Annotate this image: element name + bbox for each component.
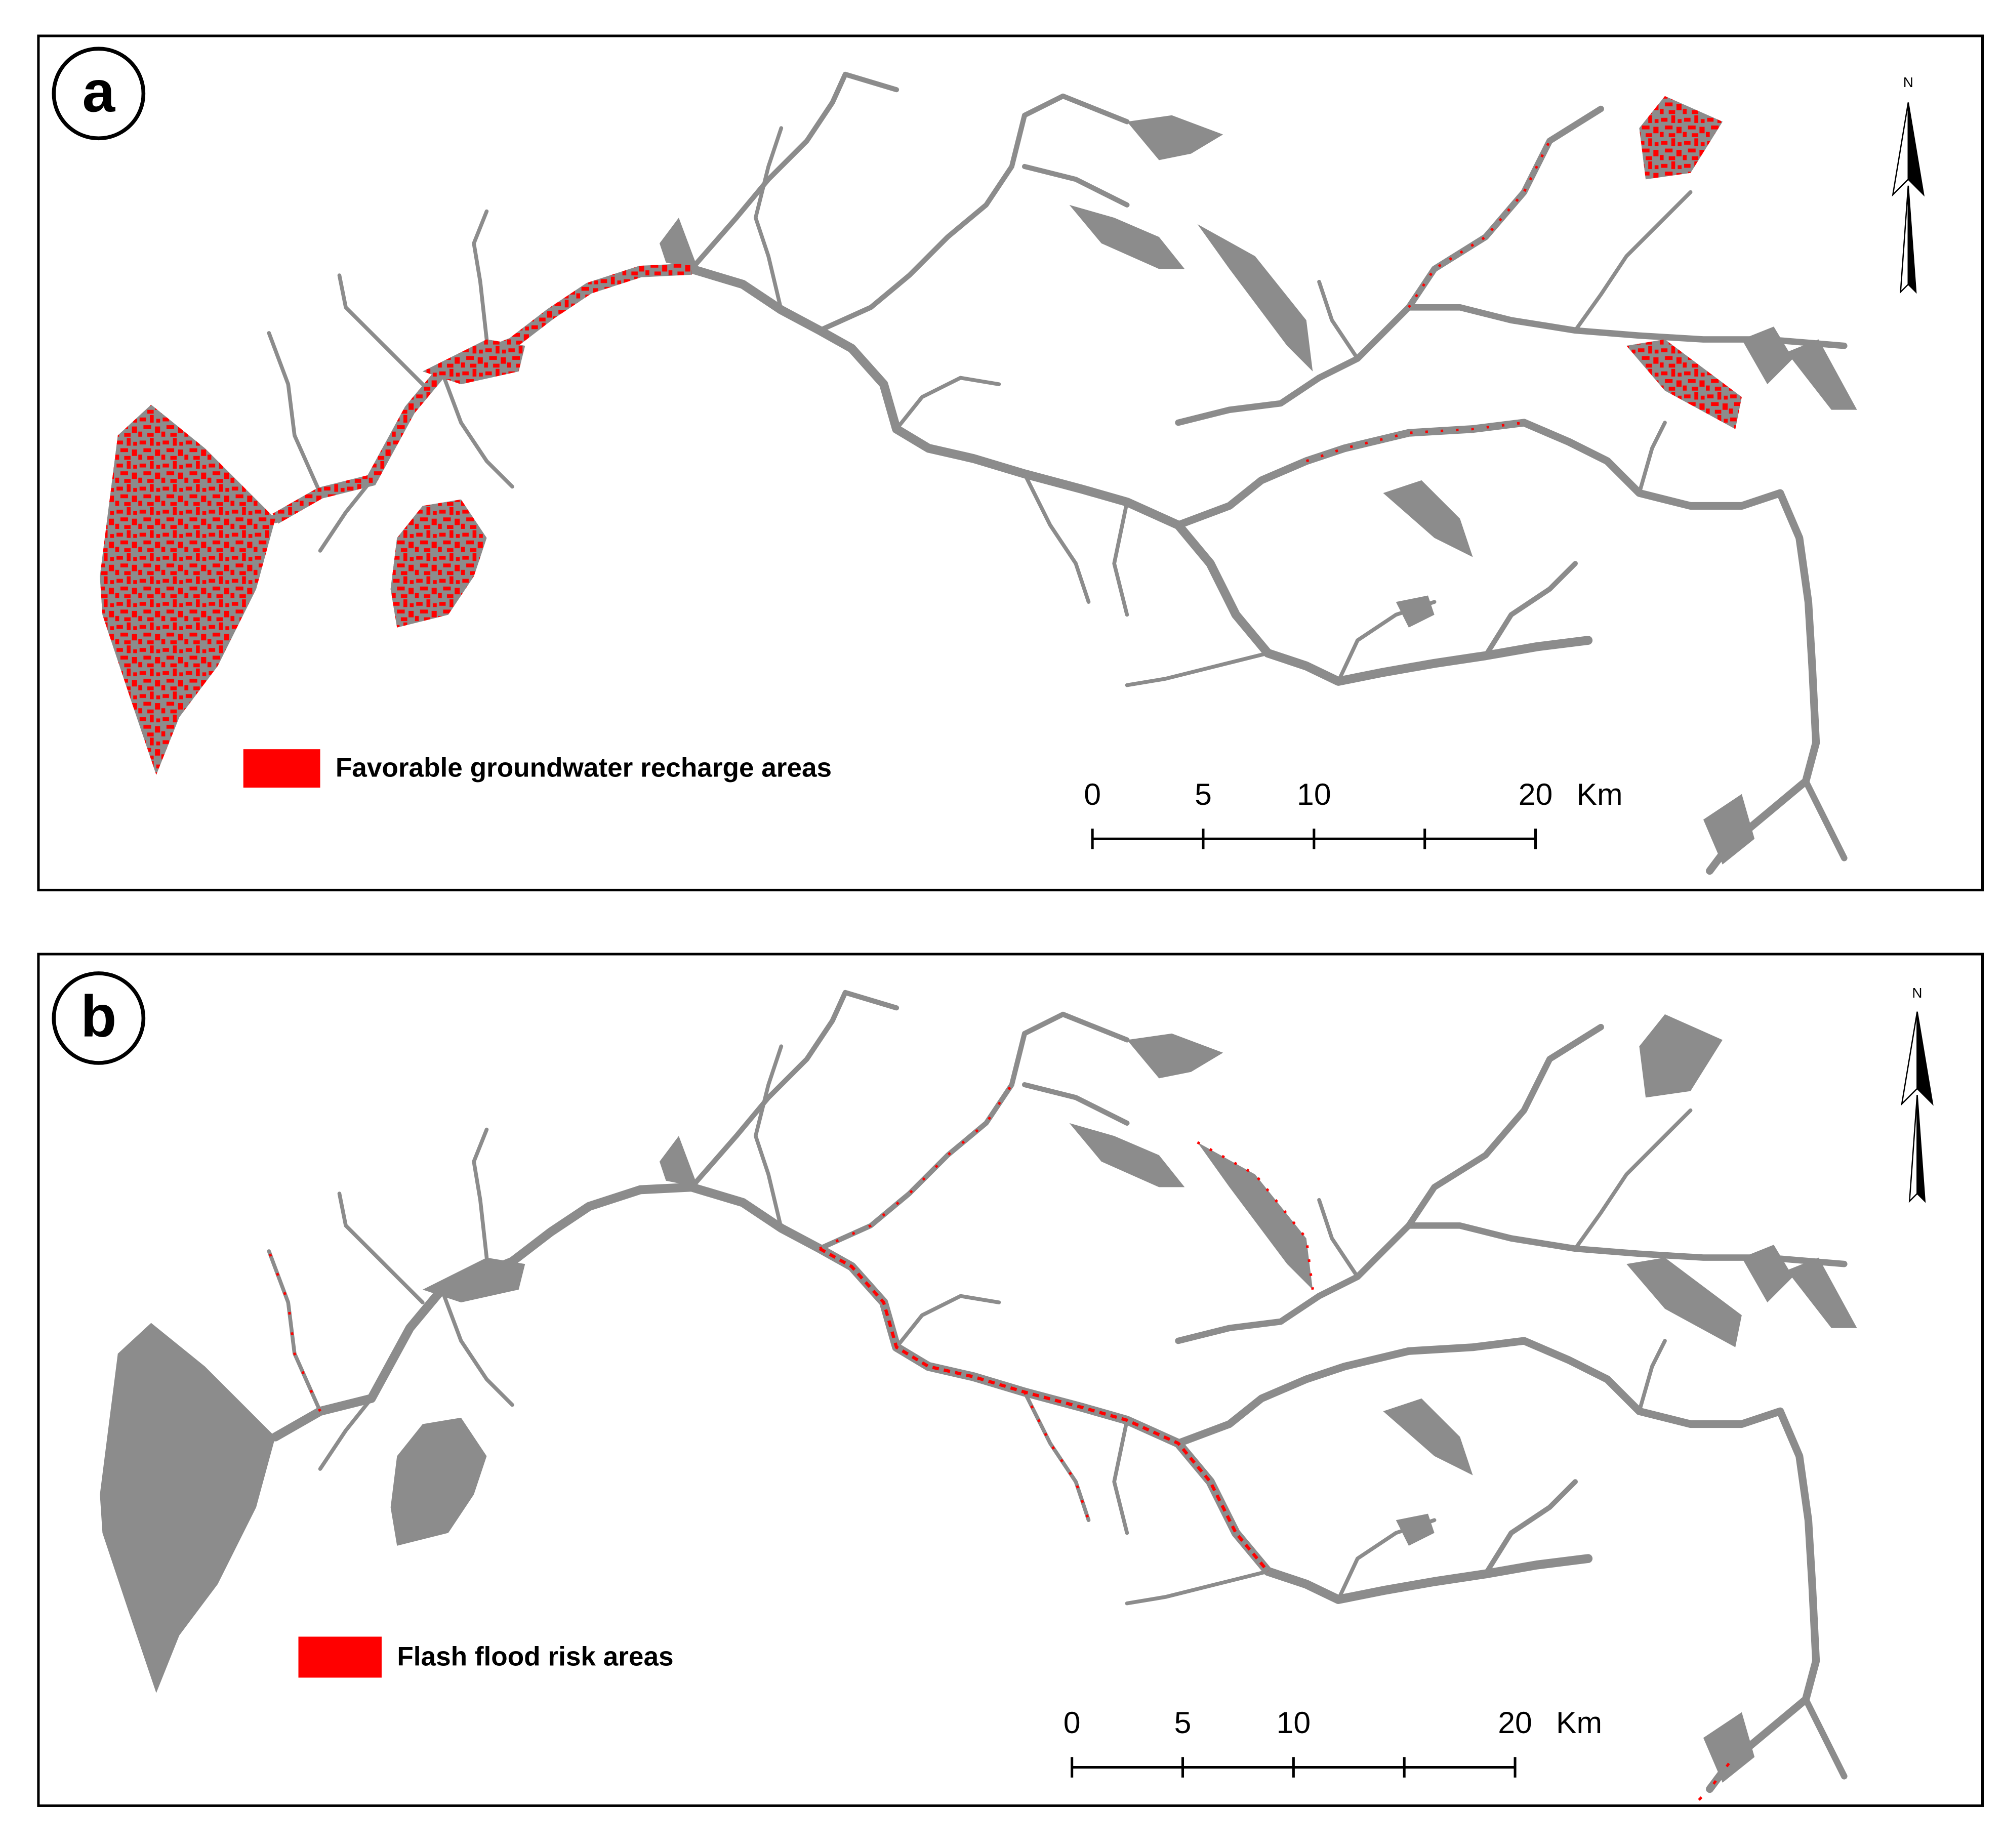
scale-tick-label: 20 xyxy=(1498,1705,1532,1740)
panel-badge xyxy=(52,971,146,1065)
scale-unit: Km xyxy=(1576,777,1622,811)
legend-label: Flash flood risk areas xyxy=(397,1642,673,1672)
scale-tick-label: 20 xyxy=(1519,777,1553,811)
north-label: N xyxy=(1912,985,1922,1001)
scale-tick-label: 5 xyxy=(1195,777,1212,811)
scale-tick-label: 5 xyxy=(1174,1705,1192,1740)
panel: a N Favorable groundwater recharge areas… xyxy=(37,34,1984,891)
drainage-network xyxy=(100,74,1857,871)
north-arrow: N xyxy=(1892,74,1925,294)
scale-tick-label: 10 xyxy=(1297,777,1331,811)
scale-tick-label: 0 xyxy=(1084,777,1101,811)
scale-unit: Km xyxy=(1556,1705,1602,1740)
legend-swatch xyxy=(298,1636,382,1678)
scale-tick-label: 10 xyxy=(1277,1705,1311,1740)
highlighted-areas xyxy=(100,96,1742,775)
north-label: N xyxy=(1903,74,1913,90)
north-arrow: N xyxy=(1901,985,1934,1203)
panel-badge xyxy=(52,47,146,141)
legend-swatch xyxy=(243,749,320,788)
panel-label: b xyxy=(80,983,116,1049)
panel: b N Flash flood risk areas 0 5 10 20 Km xyxy=(37,953,1984,1807)
scale-tick-label: 0 xyxy=(1064,1705,1081,1740)
panel-label: a xyxy=(82,59,115,125)
legend-label: Favorable groundwater recharge areas xyxy=(336,753,832,783)
panel-frame xyxy=(37,34,1984,891)
highlighted-areas xyxy=(267,1084,1730,1803)
panel-frame xyxy=(37,953,1984,1807)
